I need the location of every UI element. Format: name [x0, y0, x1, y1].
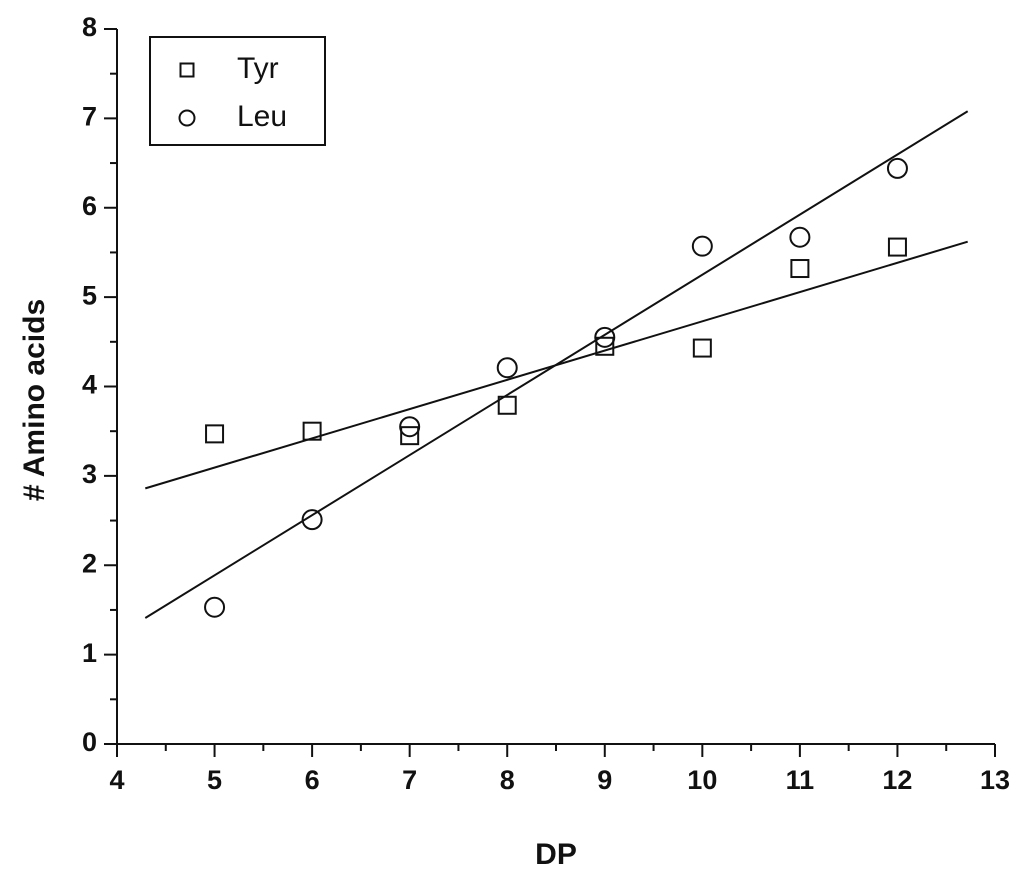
legend-label: Tyr: [237, 52, 279, 85]
x-axis-title: DP: [535, 838, 577, 871]
marker: [789, 226, 811, 248]
x-tick-label: 12: [882, 765, 912, 795]
y-tick-label: 1: [82, 638, 97, 668]
marker: [301, 509, 323, 531]
x-tick-label: 5: [207, 765, 222, 795]
y-tick-label: 4: [82, 370, 97, 400]
marker: [204, 596, 226, 618]
marker: [887, 237, 907, 257]
y-tick-label: 2: [82, 548, 97, 578]
marker: [691, 235, 713, 257]
marker: [302, 421, 322, 441]
x-tick-label: 13: [980, 765, 1010, 795]
y-tick-label: 3: [82, 459, 97, 489]
y-tick-label: 8: [82, 12, 97, 42]
y-tick-label: 7: [82, 102, 97, 132]
marker: [496, 357, 518, 379]
legend-box: [149, 36, 326, 146]
y-tick-label: 0: [82, 727, 97, 757]
marker: [594, 326, 616, 348]
x-tick-label: 8: [500, 765, 515, 795]
x-tick-label: 11: [786, 765, 815, 795]
marker: [400, 426, 420, 446]
x-tick-label: 10: [687, 765, 717, 795]
x-tick-label: 9: [597, 765, 612, 795]
legend-label: Leu: [237, 100, 287, 133]
marker: [399, 416, 421, 438]
y-tick-label: 6: [82, 191, 97, 221]
fit-line: [144, 110, 969, 619]
marker: [790, 259, 810, 279]
x-tick-label: 4: [109, 765, 124, 795]
marker: [497, 395, 517, 415]
x-tick-label: 6: [305, 765, 320, 795]
y-axis-title: # Amino acids: [18, 299, 51, 501]
legend-marker: [178, 109, 196, 127]
marker: [886, 157, 908, 179]
x-tick-label: 7: [402, 765, 417, 795]
marker: [692, 338, 712, 358]
marker: [595, 336, 615, 356]
legend-marker: [179, 62, 195, 78]
marker: [205, 424, 225, 444]
y-tick-label: 5: [82, 280, 97, 310]
